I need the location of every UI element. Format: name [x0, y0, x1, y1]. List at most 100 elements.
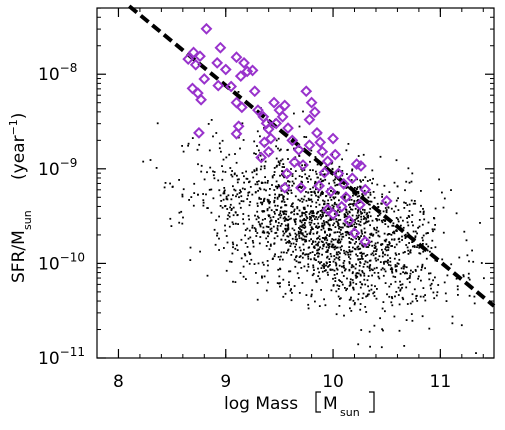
background-point: [288, 180, 291, 183]
highlight-point: [252, 104, 264, 117]
background-point: [350, 208, 352, 211]
background-point: [372, 254, 375, 257]
background-point: [294, 223, 297, 226]
background-point: [353, 199, 356, 202]
background-point: [406, 221, 409, 224]
background-point: [324, 178, 327, 181]
background-point: [355, 237, 358, 240]
background-point: [212, 174, 215, 177]
background-point: [378, 277, 381, 280]
background-point: [360, 231, 363, 233]
background-point: [273, 167, 276, 169]
background-point: [366, 265, 369, 268]
background-point: [388, 285, 391, 288]
background-point: [212, 135, 214, 138]
background-point: [417, 275, 420, 278]
background-point: [237, 136, 240, 139]
background-point: [415, 294, 418, 297]
background-point: [294, 177, 297, 180]
background-point: [393, 238, 396, 241]
background-point: [378, 218, 381, 221]
highlight-point: [200, 22, 213, 35]
background-point: [281, 166, 284, 168]
background-point: [352, 299, 355, 302]
background-point: [338, 211, 341, 213]
background-point: [370, 200, 373, 203]
background-point: [299, 225, 302, 228]
background-point: [359, 224, 362, 227]
background-point: [311, 219, 313, 222]
background-point: [418, 246, 421, 249]
background-point: [360, 254, 363, 257]
background-point: [310, 293, 313, 296]
background-point: [312, 272, 315, 275]
background-point: [346, 213, 349, 215]
background-point: [221, 206, 224, 209]
background-point: [421, 236, 424, 239]
background-point: [279, 268, 282, 271]
background-point: [422, 287, 425, 289]
background-point: [299, 261, 302, 264]
background-point: [232, 206, 235, 209]
background-point: [350, 224, 353, 227]
background-point: [202, 199, 205, 202]
highlight-point: [189, 58, 202, 71]
background-point: [294, 238, 297, 241]
background-point: [425, 257, 428, 260]
background-point: [321, 206, 324, 209]
highlight-point: [211, 56, 224, 69]
background-point: [405, 286, 408, 289]
background-point: [235, 222, 237, 225]
background-point: [341, 271, 344, 274]
background-point: [358, 269, 361, 272]
background-point: [363, 211, 366, 214]
background-point: [395, 269, 398, 272]
background-point: [253, 152, 255, 155]
x-unit-bracket-right: [369, 391, 375, 413]
background-point: [302, 206, 305, 209]
background-point: [221, 178, 224, 181]
background-point: [255, 153, 257, 155]
background-point: [307, 303, 310, 306]
background-point: [409, 249, 412, 252]
background-point: [337, 170, 340, 173]
background-point: [380, 202, 383, 205]
background-point: [368, 265, 371, 268]
background-point: [381, 328, 383, 331]
background-point: [444, 292, 447, 295]
highlight-point: [255, 151, 268, 164]
highlight-point: [332, 167, 345, 180]
background-point: [277, 161, 280, 163]
background-point: [368, 330, 371, 333]
background-point: [328, 261, 331, 263]
background-point: [276, 227, 279, 230]
background-point: [305, 211, 308, 213]
background-point: [434, 259, 437, 262]
background-point: [408, 276, 411, 279]
background-point: [251, 240, 254, 242]
background-point: [278, 282, 280, 285]
background-point: [320, 209, 323, 212]
background-point: [284, 228, 287, 231]
background-point: [291, 227, 294, 230]
background-point: [282, 195, 285, 198]
background-point: [403, 264, 406, 266]
background-point: [413, 200, 416, 202]
background-point: [284, 217, 287, 220]
background-point: [330, 255, 333, 258]
background-point: [278, 275, 281, 278]
background-point: [414, 202, 417, 205]
highlight-point: [311, 126, 323, 139]
background-point: [338, 285, 341, 287]
background-point: [251, 193, 254, 196]
background-point: [336, 284, 339, 287]
background-point: [242, 139, 245, 141]
background-point: [302, 110, 304, 113]
background-point: [388, 243, 390, 246]
background-point: [339, 218, 342, 221]
background-point: [388, 241, 391, 243]
background-point: [366, 293, 369, 296]
background-point: [223, 187, 226, 189]
background-point: [363, 274, 366, 277]
background-point: [210, 188, 213, 191]
